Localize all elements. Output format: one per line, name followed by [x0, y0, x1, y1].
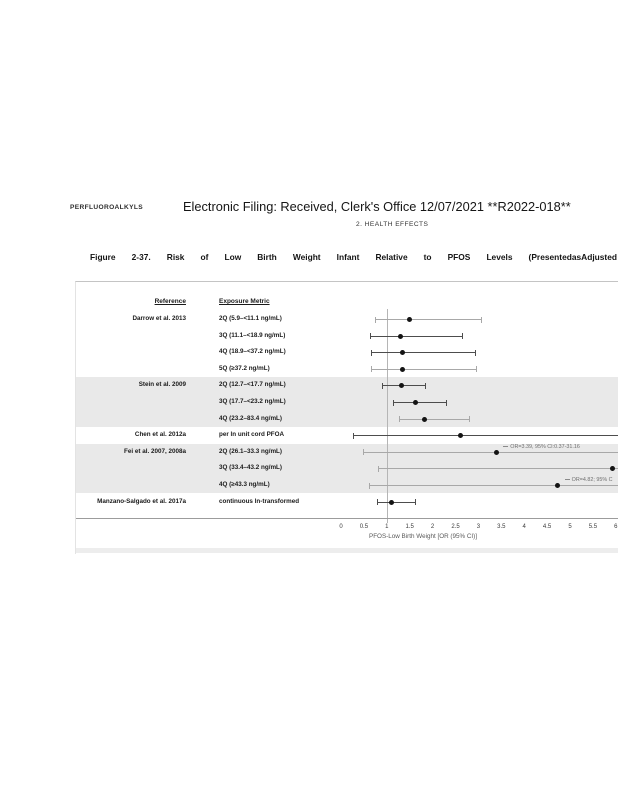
- ci-whisker: [377, 501, 416, 503]
- exposure-metric-label: 3Q (17.7–<23.2 ng/mL): [219, 398, 286, 405]
- exposure-metric-label: 3Q (33.4–43.2 ng/mL): [219, 464, 282, 472]
- exposure-metric-label: 4Q (18.9–<37.2 ng/mL): [219, 348, 286, 356]
- x-tick-label: 4: [522, 524, 526, 530]
- ci-cap-left: [398, 416, 400, 423]
- study-band: [76, 443, 618, 461]
- x-axis-label: PFOS-Low Birth Weight [OR (95% CI)]: [369, 533, 478, 540]
- forest-plot-figure: Reference Exposure Metric Darrow et al. …: [75, 281, 618, 554]
- reference-line: [387, 309, 388, 523]
- or-point: [422, 416, 428, 422]
- exposure-metric-label: 2Q (5.9–<11.1 ng/mL): [219, 315, 282, 322]
- ci-whisker: [392, 402, 447, 403]
- exposure-metric-label: 3Q (11.1–<18.9 ng/mL): [219, 331, 286, 339]
- reference-label: Stein et al. 2009: [138, 381, 186, 389]
- or-point: [555, 483, 561, 488]
- ci-cap-right: [461, 333, 463, 340]
- x-tick-label: 1.5: [405, 524, 414, 530]
- column-header-reference: Reference: [154, 298, 186, 305]
- figure-bottom-strip: [76, 548, 618, 553]
- ci-cap-left: [377, 499, 379, 506]
- ci-whisker: [369, 335, 462, 337]
- ci-cap-right: [480, 316, 482, 323]
- study-band: [76, 460, 618, 477]
- x-tick-label: 4.5: [542, 524, 552, 530]
- study-band: [76, 410, 618, 427]
- or-point: [400, 350, 406, 356]
- ci-cap-right: [474, 349, 476, 356]
- ci-cap-left: [369, 333, 371, 340]
- x-tick-label: 5: [568, 524, 572, 530]
- ci-cap-right: [446, 399, 448, 406]
- ci-cap-left: [362, 449, 364, 456]
- reference-label: Manzano-Salgado et al. 2017a: [97, 497, 186, 505]
- page-title: Electronic Filing: Received, Clerk's Off…: [183, 199, 571, 214]
- ci-whisker: [352, 435, 618, 437]
- ci-cap-left: [368, 482, 370, 489]
- ci-cap-left: [370, 349, 372, 356]
- study-band: [76, 476, 618, 494]
- ci-whisker: [398, 418, 469, 420]
- ci-whisker: [362, 451, 618, 453]
- or-point: [389, 499, 395, 505]
- exposure-metric-label: 5Q (≥37.2 ng/mL): [219, 364, 270, 372]
- exposure-metric-label: 4Q (≥43.3 ng/mL): [219, 481, 270, 488]
- or-point: [413, 400, 419, 405]
- or-point: [493, 449, 499, 455]
- or-point: [457, 433, 463, 439]
- study-band: [76, 393, 618, 411]
- x-tick-label: 5.5: [588, 524, 598, 530]
- column-header-exposure: Exposure Metric: [219, 298, 270, 305]
- ci-cap-right: [475, 366, 477, 373]
- x-tick-label: 3.5: [497, 524, 506, 530]
- ci-cap-left: [392, 399, 394, 406]
- section-heading: 2. HEALTH EFFECTS: [356, 221, 429, 228]
- ci-cap-left: [370, 366, 372, 373]
- or-point: [400, 366, 406, 372]
- study-band: [76, 377, 618, 394]
- ci-cap-left: [381, 382, 383, 389]
- ci-whisker: [370, 368, 476, 370]
- ci-cap-left: [374, 316, 376, 323]
- or-point: [407, 317, 413, 322]
- reference-label: Darrow et al. 2013: [132, 315, 186, 322]
- x-tick-label: 0.5: [359, 524, 369, 530]
- ci-cap-left: [352, 432, 354, 439]
- figure-caption: Figure 2-37. Risk of Low Birth Weight In…: [90, 252, 617, 262]
- ci-cap-right: [468, 416, 470, 423]
- exposure-metric-label: 4Q (23.2–83.4 ng/mL): [219, 414, 282, 422]
- x-tick-label: 1: [385, 524, 389, 530]
- exposure-metric-label: 2Q (12.7–<17.7 ng/mL): [219, 381, 286, 389]
- exposure-metric-label: 2Q (26.1–33.3 ng/mL): [219, 447, 282, 455]
- ci-whisker: [378, 468, 618, 470]
- reference-label: Chen et al. 2012a: [134, 431, 186, 439]
- ci-cap-right: [424, 382, 426, 389]
- ci-whisker: [374, 319, 481, 320]
- running-head: PERFLUOROALKYLS: [70, 204, 144, 211]
- reference-label: Fei et al. 2007, 2008a: [124, 447, 186, 455]
- ci-cap-left: [378, 465, 380, 472]
- x-tick-label: 0: [339, 524, 343, 530]
- x-tick-label: 6: [614, 524, 618, 530]
- x-tick-label: 3: [476, 524, 481, 530]
- exposure-metric-label: continuous ln-transformed: [219, 497, 300, 505]
- or-point: [610, 466, 616, 472]
- ci-whisker: [370, 352, 475, 354]
- x-tick-label: 2.5: [451, 524, 460, 530]
- or-point: [397, 333, 403, 339]
- or-point: [399, 383, 405, 389]
- or-annotation: OR=4.82; 95% C: [565, 477, 613, 483]
- or-annotation: OR=3.39, 95% CI:0.37-31.16: [503, 444, 580, 450]
- x-axis-line: [76, 518, 618, 519]
- x-tick-label: 2: [430, 524, 435, 530]
- exposure-metric-label: per ln unit cord PFOA: [219, 431, 285, 439]
- ci-cap-right: [415, 499, 417, 506]
- ci-whisker: [368, 485, 618, 486]
